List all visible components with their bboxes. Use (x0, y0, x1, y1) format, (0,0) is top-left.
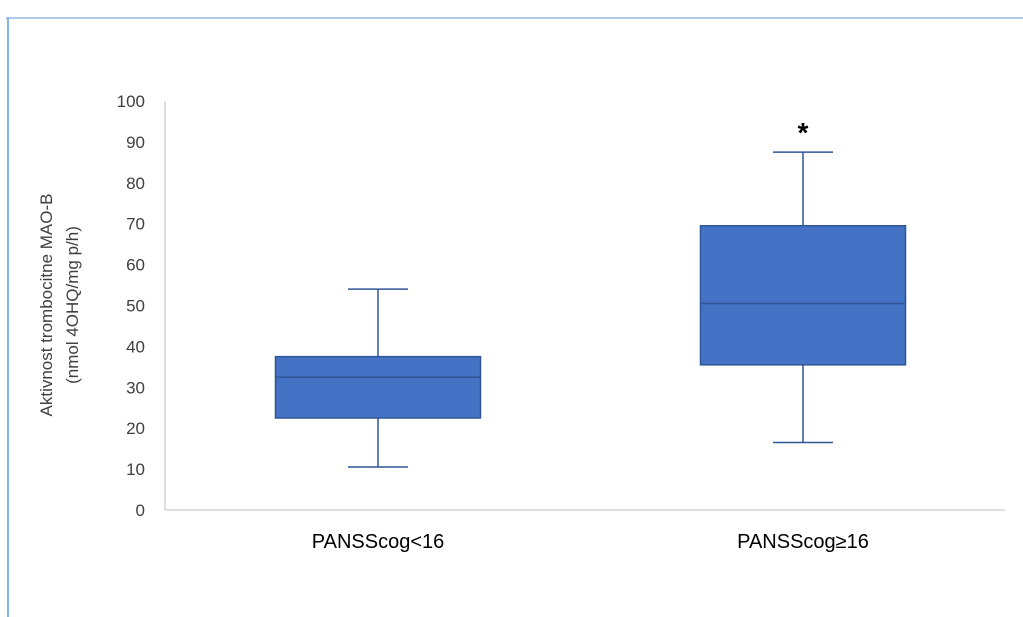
y-tick-label: 10 (126, 460, 145, 479)
box-2: * (699, 117, 907, 444)
y-axis-label-line-2: (nmol 4OHQ/mg p/h) (63, 226, 82, 384)
y-tick-label: 60 (126, 256, 145, 275)
x-tick-labels: PANSScog<16 PANSScog≥16 (312, 531, 869, 553)
y-tick-label: 90 (126, 133, 145, 152)
significance-marker: * (798, 117, 809, 148)
iqr-box (699, 224, 907, 366)
y-axis-label: Aktivnost trombocitne MAO-B (nmol 4OHQ/m… (37, 194, 82, 417)
x-tick-label: PANSScog<16 (312, 531, 445, 553)
y-tick-label: 0 (136, 501, 145, 520)
x-tick-label: PANSScog≥16 (737, 531, 869, 553)
box-1 (274, 288, 482, 468)
y-tick-label: 50 (126, 297, 145, 316)
y-tick-label: 100 (117, 92, 145, 111)
y-tick-labels: 0 10 20 30 40 50 60 70 80 90 100 (117, 92, 145, 520)
y-tick-label: 80 (126, 174, 145, 193)
box-series: * (274, 117, 907, 468)
y-tick-label: 70 (126, 215, 145, 234)
y-tick-label: 20 (126, 419, 145, 438)
y-tick-label: 30 (126, 378, 145, 397)
y-tick-label: 40 (126, 337, 145, 356)
y-axis-label-line-1: Aktivnost trombocitne MAO-B (37, 194, 56, 417)
iqr-box (274, 355, 482, 419)
